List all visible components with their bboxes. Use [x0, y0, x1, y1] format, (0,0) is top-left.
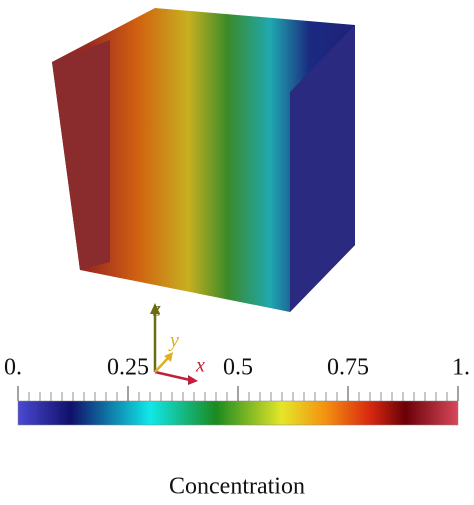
x-arrow-head [188, 375, 198, 385]
colorbar: Concentration 0. 0.25 0.5 0.75 1. [4, 355, 470, 500]
z-arrow-head [150, 303, 160, 314]
colorbar-gradient [17, 400, 459, 426]
tick-label: 0.75 [327, 355, 369, 381]
cube-render [52, 8, 355, 312]
cube-right-face [290, 25, 355, 312]
tick-label: 0.5 [223, 355, 253, 381]
axes-triad: z y x [150, 299, 205, 385]
colorbar-label: Concentration [169, 474, 305, 500]
x-axis-arrow [154, 370, 191, 382]
tick-label: 0.25 [107, 355, 149, 381]
tick-label: 0. [4, 355, 22, 381]
z-label: z [152, 299, 161, 321]
y-arrow-head [164, 352, 173, 362]
cube-left-face [52, 40, 110, 270]
concentration-field [52, 8, 355, 312]
x-label: x [195, 355, 205, 377]
y-label: y [168, 330, 179, 352]
y-axis-arrow [154, 357, 169, 373]
tick-label: 1. [452, 355, 470, 381]
